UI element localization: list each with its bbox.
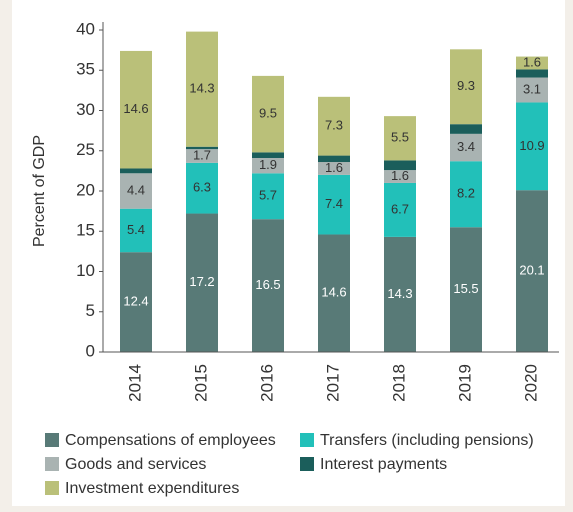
y-tick-label: 25 xyxy=(76,140,95,159)
y-tick-label: 30 xyxy=(76,100,95,119)
x-tick-label: 2014 xyxy=(125,364,144,402)
bar-segment xyxy=(252,219,284,352)
data-label: 17.2 xyxy=(189,274,214,289)
data-label: 1.6 xyxy=(391,168,409,183)
bar-segment xyxy=(120,252,152,352)
data-label: 14.6 xyxy=(321,285,346,300)
data-label: 8.2 xyxy=(457,186,475,201)
bar-segment xyxy=(516,56,548,70)
bar-segment xyxy=(318,155,350,163)
bar-segment xyxy=(450,133,482,162)
data-label: 1.6 xyxy=(325,160,343,175)
bar-segment xyxy=(318,174,350,235)
bar-segment xyxy=(516,190,548,352)
data-label: 14.6 xyxy=(123,101,148,116)
data-label: 1.6 xyxy=(523,54,541,69)
legend-swatch xyxy=(300,457,314,471)
bar-segment xyxy=(120,173,152,209)
bar-segment xyxy=(186,31,218,147)
bar-segment xyxy=(384,116,416,161)
data-label: 14.3 xyxy=(189,81,214,96)
data-label: 1.7 xyxy=(193,147,211,162)
x-tick-label: 2020 xyxy=(521,364,540,402)
legend-swatch xyxy=(45,433,59,447)
bar-segment xyxy=(252,173,284,220)
x-tick-label: 2017 xyxy=(323,364,342,402)
x-tick-label: 2019 xyxy=(455,364,474,402)
bar-segment xyxy=(252,75,284,153)
y-tick-label: 15 xyxy=(76,221,95,240)
data-label: 12.4 xyxy=(123,294,148,309)
legend-swatch xyxy=(300,433,314,447)
y-tick-label: 35 xyxy=(76,60,95,79)
y-tick-label: 5 xyxy=(86,301,95,320)
y-tick-label: 20 xyxy=(76,180,95,199)
x-tick-label: 2015 xyxy=(191,364,210,402)
bar-segment xyxy=(450,227,482,352)
data-label: 7.3 xyxy=(325,118,343,133)
data-label: 7.4 xyxy=(325,196,343,211)
data-label: 14.3 xyxy=(387,286,412,301)
y-tick-label: 40 xyxy=(76,19,95,38)
data-label: 3.4 xyxy=(457,139,475,154)
x-tick-label: 2016 xyxy=(257,364,276,402)
bar-segment xyxy=(186,146,218,150)
legend-label: Compensations of employees xyxy=(65,432,276,449)
bar-segment xyxy=(318,234,350,352)
legend-label: Interest payments xyxy=(320,456,447,473)
bar-segment xyxy=(252,157,284,174)
bar-segment xyxy=(186,213,218,352)
legend-swatch xyxy=(45,457,59,471)
bar-segment xyxy=(318,96,350,156)
legend-label: Goods and services xyxy=(65,456,206,473)
data-label: 5.4 xyxy=(127,222,145,237)
legend-label: Investment expenditures xyxy=(65,480,239,497)
bar-segment xyxy=(516,69,548,78)
data-label: 15.5 xyxy=(453,281,478,296)
bar-segment xyxy=(120,168,152,174)
data-label: 5.7 xyxy=(259,188,277,203)
y-tick-label: 0 xyxy=(86,341,95,360)
data-label: 6.7 xyxy=(391,201,409,216)
bar-segment xyxy=(252,152,284,158)
bar-segment xyxy=(450,124,482,134)
bar-segment xyxy=(186,149,218,163)
data-label: 4.4 xyxy=(127,182,145,197)
y-tick-label: 10 xyxy=(76,261,95,280)
y-axis-label: Percent of GDP xyxy=(31,135,48,247)
data-label: 1.9 xyxy=(259,157,277,172)
bar-segment xyxy=(120,208,152,253)
bar-segment xyxy=(516,102,548,191)
bar-segment xyxy=(384,160,416,171)
bar-segment xyxy=(318,162,350,175)
data-label: 20.1 xyxy=(519,263,544,278)
bar-segment xyxy=(384,182,416,237)
data-label: 9.3 xyxy=(457,78,475,93)
data-label: 3.1 xyxy=(523,81,541,96)
bar-segment xyxy=(384,170,416,183)
data-label: 10.9 xyxy=(519,138,544,153)
data-label: 9.5 xyxy=(259,106,277,121)
bar-segment xyxy=(450,49,482,125)
legend-label: Transfers (including pensions) xyxy=(320,432,534,449)
bar-segment xyxy=(384,236,416,352)
data-label: 16.5 xyxy=(255,277,280,292)
bar-segment xyxy=(450,161,482,228)
bar-segment xyxy=(120,50,152,169)
bar-segment xyxy=(186,162,218,214)
data-label: 6.3 xyxy=(193,180,211,195)
bar-segment xyxy=(516,77,548,103)
x-tick-label: 2018 xyxy=(389,364,408,402)
data-label: 5.5 xyxy=(391,130,409,145)
legend-swatch xyxy=(45,481,59,495)
